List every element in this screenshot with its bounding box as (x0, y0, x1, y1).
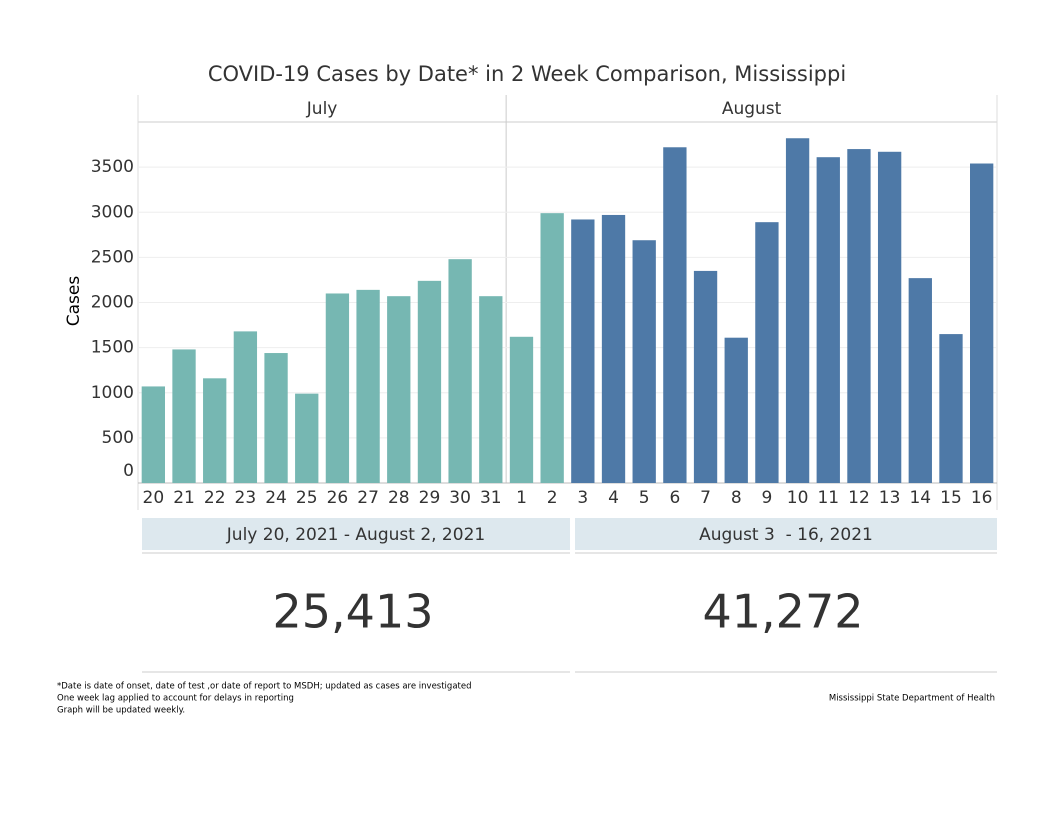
x-tick-label: 28 (388, 488, 410, 508)
summary-label: August 3 - 16, 2021 (699, 525, 873, 545)
chart-title: COVID-19 Cases by Date* in 2 Week Compar… (208, 62, 846, 86)
footnote: One week lag applied to account for dela… (57, 694, 294, 704)
y-tick-label: 3500 (91, 157, 134, 177)
bar (755, 222, 779, 484)
x-tick-label: 3 (577, 488, 588, 508)
bar (847, 149, 871, 483)
bar (540, 213, 564, 483)
bar (877, 151, 902, 483)
bar (908, 278, 932, 483)
summary-total: 41,272 (703, 585, 864, 639)
bar (295, 393, 319, 483)
bar (509, 336, 534, 483)
bar (601, 214, 626, 483)
summary-label: July 20, 2021 - August 2, 2021 (226, 525, 485, 545)
x-tick-label: 31 (480, 488, 502, 508)
bar (264, 353, 288, 483)
source: Mississippi State Department of Health (829, 694, 995, 704)
x-tick-label: 4 (608, 488, 619, 508)
y-tick-label: 1500 (91, 338, 134, 358)
bar (632, 240, 656, 483)
summary-header (142, 518, 570, 550)
bar (233, 331, 258, 483)
footnote: *Date is date of onset, date of test ,or… (57, 682, 471, 692)
x-tick-label: 13 (879, 488, 901, 508)
bar (724, 337, 748, 483)
y-tick-label: 0 (123, 461, 134, 481)
y-tick-label: 3000 (91, 202, 134, 222)
bar (970, 163, 994, 483)
x-tick-label: 30 (449, 488, 471, 508)
bar (571, 219, 595, 483)
bar (816, 157, 840, 483)
bar (417, 280, 442, 483)
x-tick-label: 9 (761, 488, 772, 508)
x-tick-label: 26 (327, 488, 349, 508)
footnote: Graph will be updated weekly. (57, 706, 185, 716)
x-tick-label: 6 (669, 488, 680, 508)
x-tick-label: 7 (700, 488, 711, 508)
y-tick-label: 2000 (91, 293, 134, 313)
x-tick-label: 1 (516, 488, 527, 508)
x-tick-label: 20 (143, 488, 165, 508)
x-tick-label: 27 (357, 488, 379, 508)
bar (141, 386, 165, 483)
x-tick-label: 12 (848, 488, 870, 508)
bar (325, 293, 350, 483)
bar (448, 259, 472, 483)
bar (356, 289, 380, 483)
y-axis-title: Cases (64, 276, 84, 327)
x-tick-label: 5 (639, 488, 650, 508)
x-tick-label: 24 (265, 488, 287, 508)
x-tick-label: 25 (296, 488, 318, 508)
x-tick-label: 21 (173, 488, 195, 508)
x-tick-label: 8 (731, 488, 742, 508)
x-tick-label: 11 (817, 488, 839, 508)
x-tick-label: 2 (547, 488, 558, 508)
y-tick-label: 2500 (91, 247, 134, 267)
y-tick-label: 1000 (91, 383, 134, 403)
bar (785, 138, 810, 483)
bar (203, 378, 227, 483)
x-tick-label: 29 (419, 488, 441, 508)
bar (663, 147, 687, 483)
bar (387, 296, 411, 483)
x-tick-label: 22 (204, 488, 226, 508)
summary-header (575, 518, 997, 550)
bar (939, 334, 963, 483)
x-tick-label: 15 (940, 488, 962, 508)
x-tick-label: 10 (787, 488, 809, 508)
bar (172, 349, 196, 483)
x-tick-label: 16 (971, 488, 993, 508)
x-tick-label: 14 (909, 488, 931, 508)
panel-label: July (306, 99, 338, 119)
panel-label: August (722, 99, 782, 119)
summary-total: 25,413 (273, 585, 434, 639)
y-tick-label: 500 (102, 428, 134, 448)
bar (479, 296, 503, 483)
x-tick-label: 23 (235, 488, 257, 508)
bar (693, 270, 718, 483)
